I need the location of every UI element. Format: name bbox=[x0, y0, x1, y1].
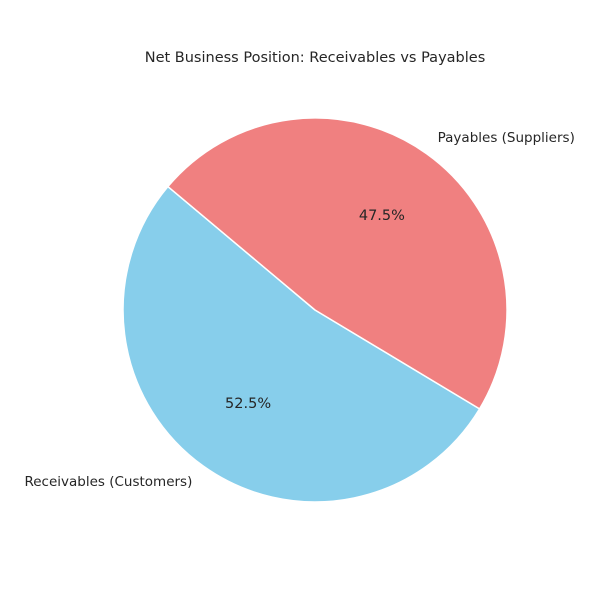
chart-title: Net Business Position: Receivables vs Pa… bbox=[145, 50, 486, 66]
pie-labels: Receivables (Customers) 52.5% Payables (Su… bbox=[24, 130, 574, 490]
pie-slices bbox=[122, 117, 508, 503]
slice-percent-1: 47.5% bbox=[359, 208, 405, 224]
slice-label-0: Receivables (Customers) bbox=[24, 474, 192, 490]
pie-slice-1 bbox=[167, 117, 508, 410]
slice-percent-0: 52.5% bbox=[225, 396, 271, 412]
slice-label-1: Payables (Suppliers) bbox=[438, 130, 575, 146]
pie-slice-0 bbox=[122, 185, 481, 503]
